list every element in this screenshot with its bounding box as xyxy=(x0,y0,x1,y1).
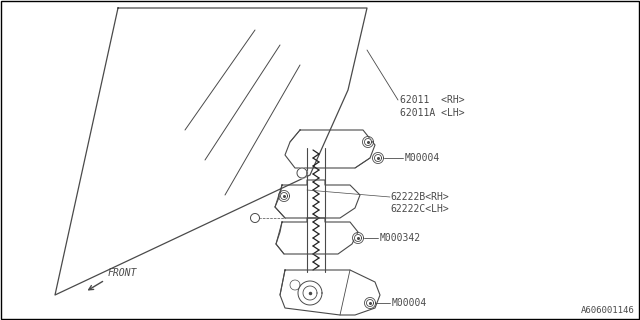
Polygon shape xyxy=(298,281,322,305)
Text: 62222B<RH>: 62222B<RH> xyxy=(390,192,449,202)
Text: 62011  <RH>: 62011 <RH> xyxy=(400,95,465,105)
Text: 62011A <LH>: 62011A <LH> xyxy=(400,108,465,118)
Polygon shape xyxy=(280,193,287,199)
Text: FRONT: FRONT xyxy=(108,268,138,278)
Polygon shape xyxy=(365,139,371,146)
Text: M00004: M00004 xyxy=(392,298,428,308)
Polygon shape xyxy=(374,155,381,162)
Polygon shape xyxy=(355,235,362,242)
Text: 62222C<LH>: 62222C<LH> xyxy=(390,204,449,214)
Text: M00004: M00004 xyxy=(405,153,440,163)
Polygon shape xyxy=(367,300,374,307)
Polygon shape xyxy=(297,168,307,178)
Polygon shape xyxy=(250,213,259,222)
Text: A606001146: A606001146 xyxy=(581,306,635,315)
Text: M000342: M000342 xyxy=(380,233,421,243)
